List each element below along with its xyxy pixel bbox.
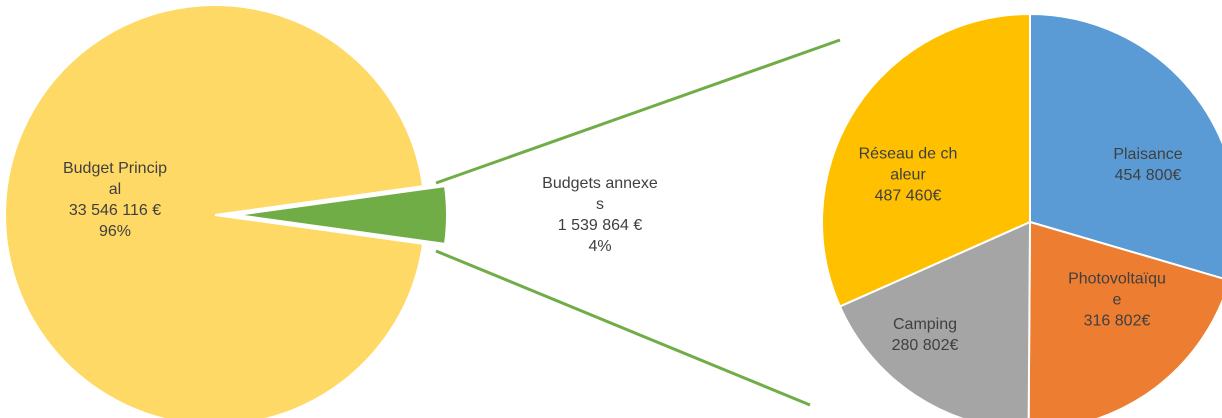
pie-slice bbox=[1029, 12, 1222, 280]
slice-value: 1 539 864 € bbox=[557, 217, 643, 234]
data-label: Plaisance 454 800€ bbox=[1093, 144, 1203, 186]
connector-line bbox=[435, 249, 811, 407]
slice-value: 487 460€ bbox=[874, 187, 942, 205]
data-label: Budget Principal 33 546 116 € 96% bbox=[60, 158, 170, 242]
slice-name: Budgets annexes bbox=[542, 175, 658, 213]
pie-slice bbox=[1027, 220, 1222, 418]
pie-slice bbox=[236, 185, 448, 245]
data-label: Camping 280 802€ bbox=[870, 314, 980, 356]
pie-slice bbox=[4, 4, 425, 418]
slice-value: 280 802€ bbox=[891, 337, 959, 354]
connector-line bbox=[435, 38, 841, 185]
slice-percent: 4% bbox=[588, 238, 612, 255]
slice-value: 33 546 116 € bbox=[68, 202, 162, 219]
slice-name: Photovoltaïque bbox=[1068, 270, 1166, 309]
slice-value: 454 800€ bbox=[1114, 167, 1182, 184]
slice-value: 316 802€ bbox=[1083, 312, 1151, 330]
data-label: Budgets annexes 1 539 864 € 4% bbox=[540, 173, 660, 257]
slice-name: Camping bbox=[892, 316, 958, 333]
slice-name: Plaisance bbox=[1113, 146, 1183, 163]
pie-slice bbox=[821, 12, 1031, 308]
slice-name: Réseau de chaleur bbox=[858, 145, 958, 184]
data-label: Réseau de chaleur 487 460€ bbox=[858, 144, 958, 207]
pie-slice bbox=[838, 220, 1032, 418]
slice-percent: 96% bbox=[98, 223, 132, 240]
data-label: Photovoltaïque 316 802€ bbox=[1067, 269, 1167, 332]
slice-name: Budget Principal bbox=[62, 160, 168, 198]
